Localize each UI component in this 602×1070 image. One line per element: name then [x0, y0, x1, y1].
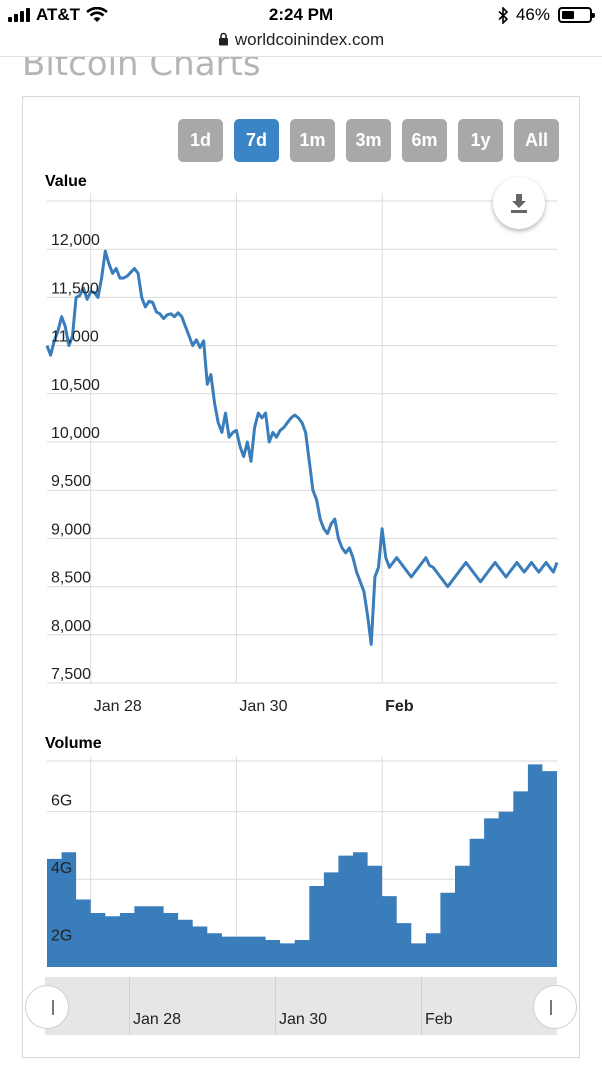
bluetooth-icon: [498, 6, 508, 24]
signal-icon: [8, 8, 30, 22]
volume-panel-title: Volume: [45, 735, 102, 752]
navigator-tick-label: Feb: [425, 1011, 453, 1028]
volume-chart: 2G 4G 6G: [47, 757, 557, 967]
range-selector: 1d 7d 1m 3m 6m 1y All: [178, 119, 559, 162]
x-tick-label: Feb: [385, 698, 414, 715]
y-tick-label: 9,500: [51, 473, 91, 490]
download-icon: [511, 194, 527, 213]
navigator-tick-label: Jan 28: [133, 1011, 182, 1028]
y-tick-label: 12,000: [51, 232, 100, 249]
navigator-gridline: [129, 977, 130, 1035]
y-tick-label: 11,000: [51, 329, 99, 346]
y-tick-label: 9,000: [51, 521, 91, 538]
status-bar: AT&T 2:24 PM 46%: [0, 0, 602, 30]
range-button-1d[interactable]: 1d: [178, 119, 223, 162]
carrier-group: AT&T: [8, 5, 108, 25]
range-button-all[interactable]: All: [514, 119, 559, 162]
navigator-tick-label: Jan 30: [279, 1011, 328, 1028]
chart-card: 1d 7d 1m 3m 6m 1y All Value 7,500 8,000 8,…: [22, 96, 580, 1058]
download-button[interactable]: [493, 177, 545, 229]
battery-icon: [558, 7, 595, 23]
y-tick-label: 6G: [51, 793, 72, 810]
range-button-6m[interactable]: 6m: [402, 119, 447, 162]
range-button-1m[interactable]: 1m: [290, 119, 335, 162]
status-right: 46%: [498, 5, 595, 25]
url-bar[interactable]: worldcoinindex.com: [0, 30, 602, 56]
y-tick-label: 10,000: [51, 425, 100, 442]
y-tick-label: 10,500: [51, 377, 100, 394]
navigator-gridline: [275, 977, 276, 1035]
x-tick-label: Jan 30: [239, 698, 287, 715]
y-tick-label: 2G: [51, 928, 72, 945]
volume-area: [47, 764, 557, 967]
range-button-7d[interactable]: 7d: [234, 119, 279, 162]
range-button-1y[interactable]: 1y: [458, 119, 503, 162]
url-text: worldcoinindex.com: [234, 30, 385, 49]
y-tick-label: 11,500: [51, 280, 99, 297]
carrier-label: AT&T: [36, 5, 81, 24]
navigator-right-handle[interactable]: [533, 985, 577, 1029]
navigator-gridline: [421, 977, 422, 1035]
x-tick-label: Jan 28: [94, 698, 142, 715]
y-tick-label: 4G: [51, 860, 72, 877]
y-tick-label: 8,000: [51, 618, 91, 635]
range-navigator[interactable]: Jan 28 Jan 30 Feb: [25, 977, 577, 1035]
range-button-3m[interactable]: 3m: [346, 119, 391, 162]
value-panel-title: Value: [45, 173, 87, 190]
value-chart: 7,500 8,000 8,500 9,000 9,500 10,000 10,500 11,…: [45, 193, 559, 715]
navigator-left-handle[interactable]: [25, 985, 69, 1029]
value-line: [45, 249, 559, 646]
browser-divider: [0, 56, 602, 57]
clock: 2:24 PM: [268, 5, 334, 24]
lock-icon: [218, 32, 228, 46]
url-bar-background: [0, 30, 602, 56]
y-tick-label: 8,500: [51, 570, 91, 587]
wifi-icon: [86, 7, 108, 22]
y-tick-label: 7,500: [51, 666, 91, 683]
battery-percent: 46%: [515, 5, 550, 24]
